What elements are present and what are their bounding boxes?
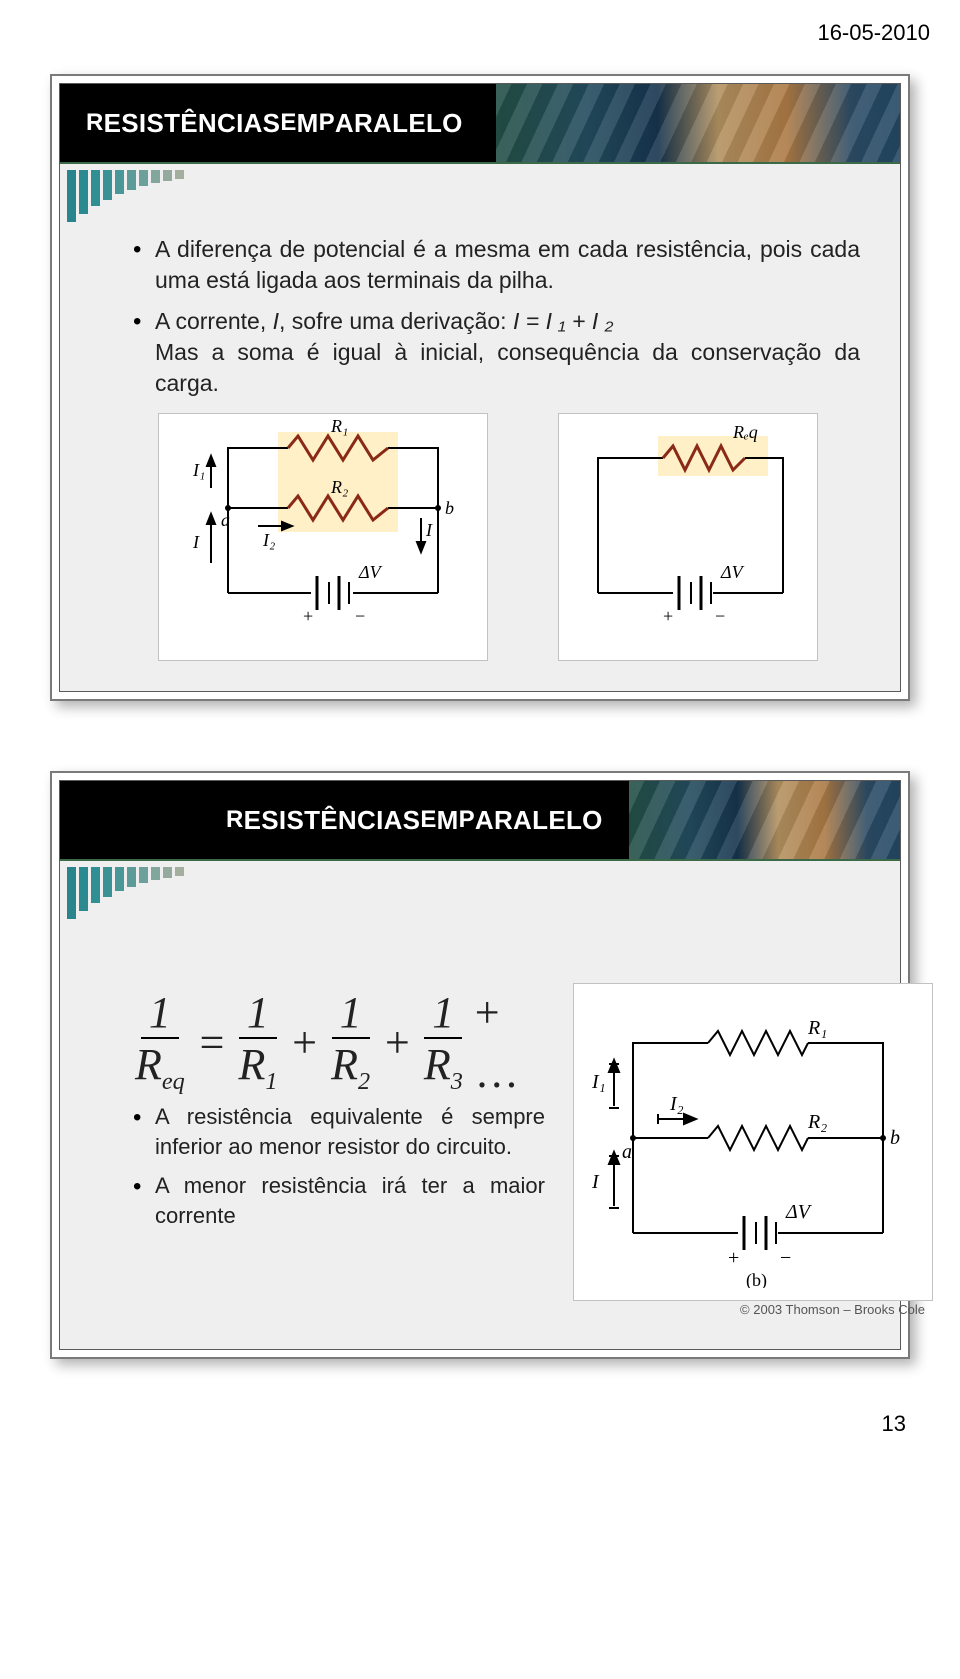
slide2-title: RESISTÊNCIAS EM PARALELO [200,781,629,859]
label-b: b [445,498,454,518]
slide2-bullet2: A menor resistência irá ter a maior corr… [133,1171,545,1230]
label-plus2: + [663,606,673,626]
lbl-I1b: I₁ [591,1071,606,1093]
lbl-minusb: − [780,1247,791,1269]
slide2-bullet1: A resistência equivalente é sempre infer… [133,1102,545,1161]
slide1-title: RESISTÊNCIAS EM PARALELO [60,84,496,162]
label-I-right: I [425,520,433,540]
lbl-I2b: I₂ [669,1093,684,1115]
page-date: 16-05-2010 [20,20,940,46]
slide1-header-image [496,84,900,162]
slide-2: RESISTÊNCIAS EM PARALELO 1 Req = 1 R1 [50,771,910,1359]
slide1-header: RESISTÊNCIAS EM PARALELO [60,84,900,164]
panel-b: (b) [746,1270,767,1288]
label-dV: ΔV [358,562,383,582]
slide2-header: RESISTÊNCIAS EM PARALELO [60,781,900,861]
label-plus: + [303,606,313,626]
lbl-Ib: I [591,1171,600,1193]
circuit-parallel: R₁ R₂ I₁ I I₂ I a b ΔV + − [158,413,488,661]
label-I2: I₂ [262,530,275,550]
label-dV2: ΔV [720,562,745,582]
slide-1: RESISTÊNCIAS EM PARALELO A diferença de … [50,74,910,701]
circuit-equivalent: Rₑq ΔV + − [558,413,818,661]
lbl-R1b: R₁ [807,1017,827,1039]
lbl-ab: a [622,1141,632,1163]
label-Req: Rₑq [732,422,758,442]
page-number: 13 [20,1411,940,1437]
lbl-bb: b [890,1127,900,1149]
slide2-header-image [629,781,900,859]
equation-parallel: 1 Req = 1 R1 + 1 R2 + [135,983,545,1102]
label-a: a [221,510,230,530]
lbl-dVb: ΔV [785,1201,813,1223]
label-minus: − [355,606,365,626]
label-R2: R₂ [330,477,348,497]
lbl-plusb: + [728,1247,739,1269]
circuit-parallel-large: R₁ R₂ I₁ I I₂ a b ΔV + − [573,983,933,1301]
label-I: I [192,532,200,552]
label-I1: I₁ [192,460,205,480]
slide1-bullets: A diferença de potencial é a mesma em ca… [115,234,860,399]
slide1-bullet2: A corrente, I, sofre uma derivação: I = … [133,306,860,399]
label-R1: R₁ [330,418,348,436]
slide1-accent-bars [60,164,900,226]
slide1-diagrams: R₁ R₂ I₁ I I₂ I a b ΔV + − [115,413,860,661]
label-minus2: − [715,606,725,626]
circuit-copyright: © 2003 Thomson – Brooks Cole [573,1301,933,1319]
slide2-accent-bars [60,861,900,923]
slide1-bullet1: A diferença de potencial é a mesma em ca… [133,234,860,296]
slide2-bullets: A resistência equivalente é sempre infer… [115,1102,545,1231]
lbl-R2b: R₂ [807,1111,827,1133]
